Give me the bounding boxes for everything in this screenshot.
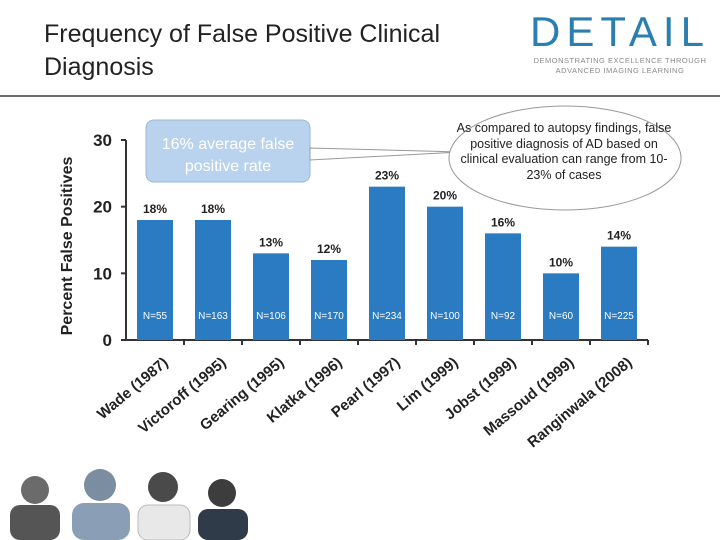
bar-n-label: N=100 bbox=[430, 311, 460, 322]
bar bbox=[311, 260, 347, 340]
bar-value-label: 16% bbox=[491, 215, 515, 229]
average-badge-text: positive rate bbox=[185, 158, 271, 175]
y-tick-label: 20 bbox=[93, 198, 112, 217]
bar-n-label: N=60 bbox=[549, 311, 574, 322]
logo-tagline-line-1: DEMONSTRATING EXCELLENCE THROUGH bbox=[533, 56, 707, 65]
x-tick-label: Ranginwala (2008) bbox=[524, 354, 635, 451]
callout-bubble bbox=[448, 105, 682, 211]
y-tick-label: 10 bbox=[93, 264, 112, 283]
bar-value-label: 18% bbox=[201, 202, 225, 216]
logo-wordmark: DETAIL bbox=[530, 8, 710, 55]
bar bbox=[485, 233, 521, 340]
bar bbox=[137, 220, 173, 340]
bar bbox=[601, 246, 637, 340]
y-axis-label: Percent False Positives bbox=[59, 157, 76, 336]
bar-n-label: N=234 bbox=[372, 311, 402, 322]
bar-value-label: 18% bbox=[143, 202, 167, 216]
average-badge-text: 16% average false bbox=[162, 136, 295, 153]
callout-text: As compared to autopsy findings, false p… bbox=[456, 121, 672, 182]
bar bbox=[543, 273, 579, 340]
y-tick-label: 30 bbox=[93, 131, 112, 150]
y-tick-label: 0 bbox=[103, 331, 112, 350]
bar-n-label: N=225 bbox=[604, 311, 634, 322]
bar-value-label: 14% bbox=[607, 229, 631, 243]
bar bbox=[427, 206, 463, 340]
bar-n-label: N=163 bbox=[198, 311, 228, 322]
bar bbox=[195, 220, 231, 340]
bar-n-label: N=170 bbox=[314, 311, 344, 322]
bar-value-label: 13% bbox=[259, 235, 283, 249]
callout-pointer bbox=[309, 147, 461, 161]
logo-tagline-line-2: ADVANCED IMAGING LEARNING bbox=[555, 66, 685, 75]
slide-title: Frequency of False Positive Clinical Dia… bbox=[44, 20, 440, 81]
bar-n-label: N=106 bbox=[256, 311, 286, 322]
bar-n-label: N=92 bbox=[491, 311, 516, 322]
bar-value-label: 20% bbox=[433, 189, 457, 203]
bar-value-label: 10% bbox=[549, 255, 573, 269]
bar-value-label: 12% bbox=[317, 242, 341, 256]
bar bbox=[369, 186, 405, 340]
detail-logo: DETAIL DEMONSTRATING EXCELLENCE THROUGH … bbox=[528, 8, 712, 76]
clinicians-photo bbox=[0, 455, 260, 540]
bar bbox=[253, 253, 289, 340]
bar-value-label: 23% bbox=[375, 169, 399, 183]
header-divider bbox=[0, 95, 720, 97]
bar-n-label: N=55 bbox=[143, 311, 168, 322]
